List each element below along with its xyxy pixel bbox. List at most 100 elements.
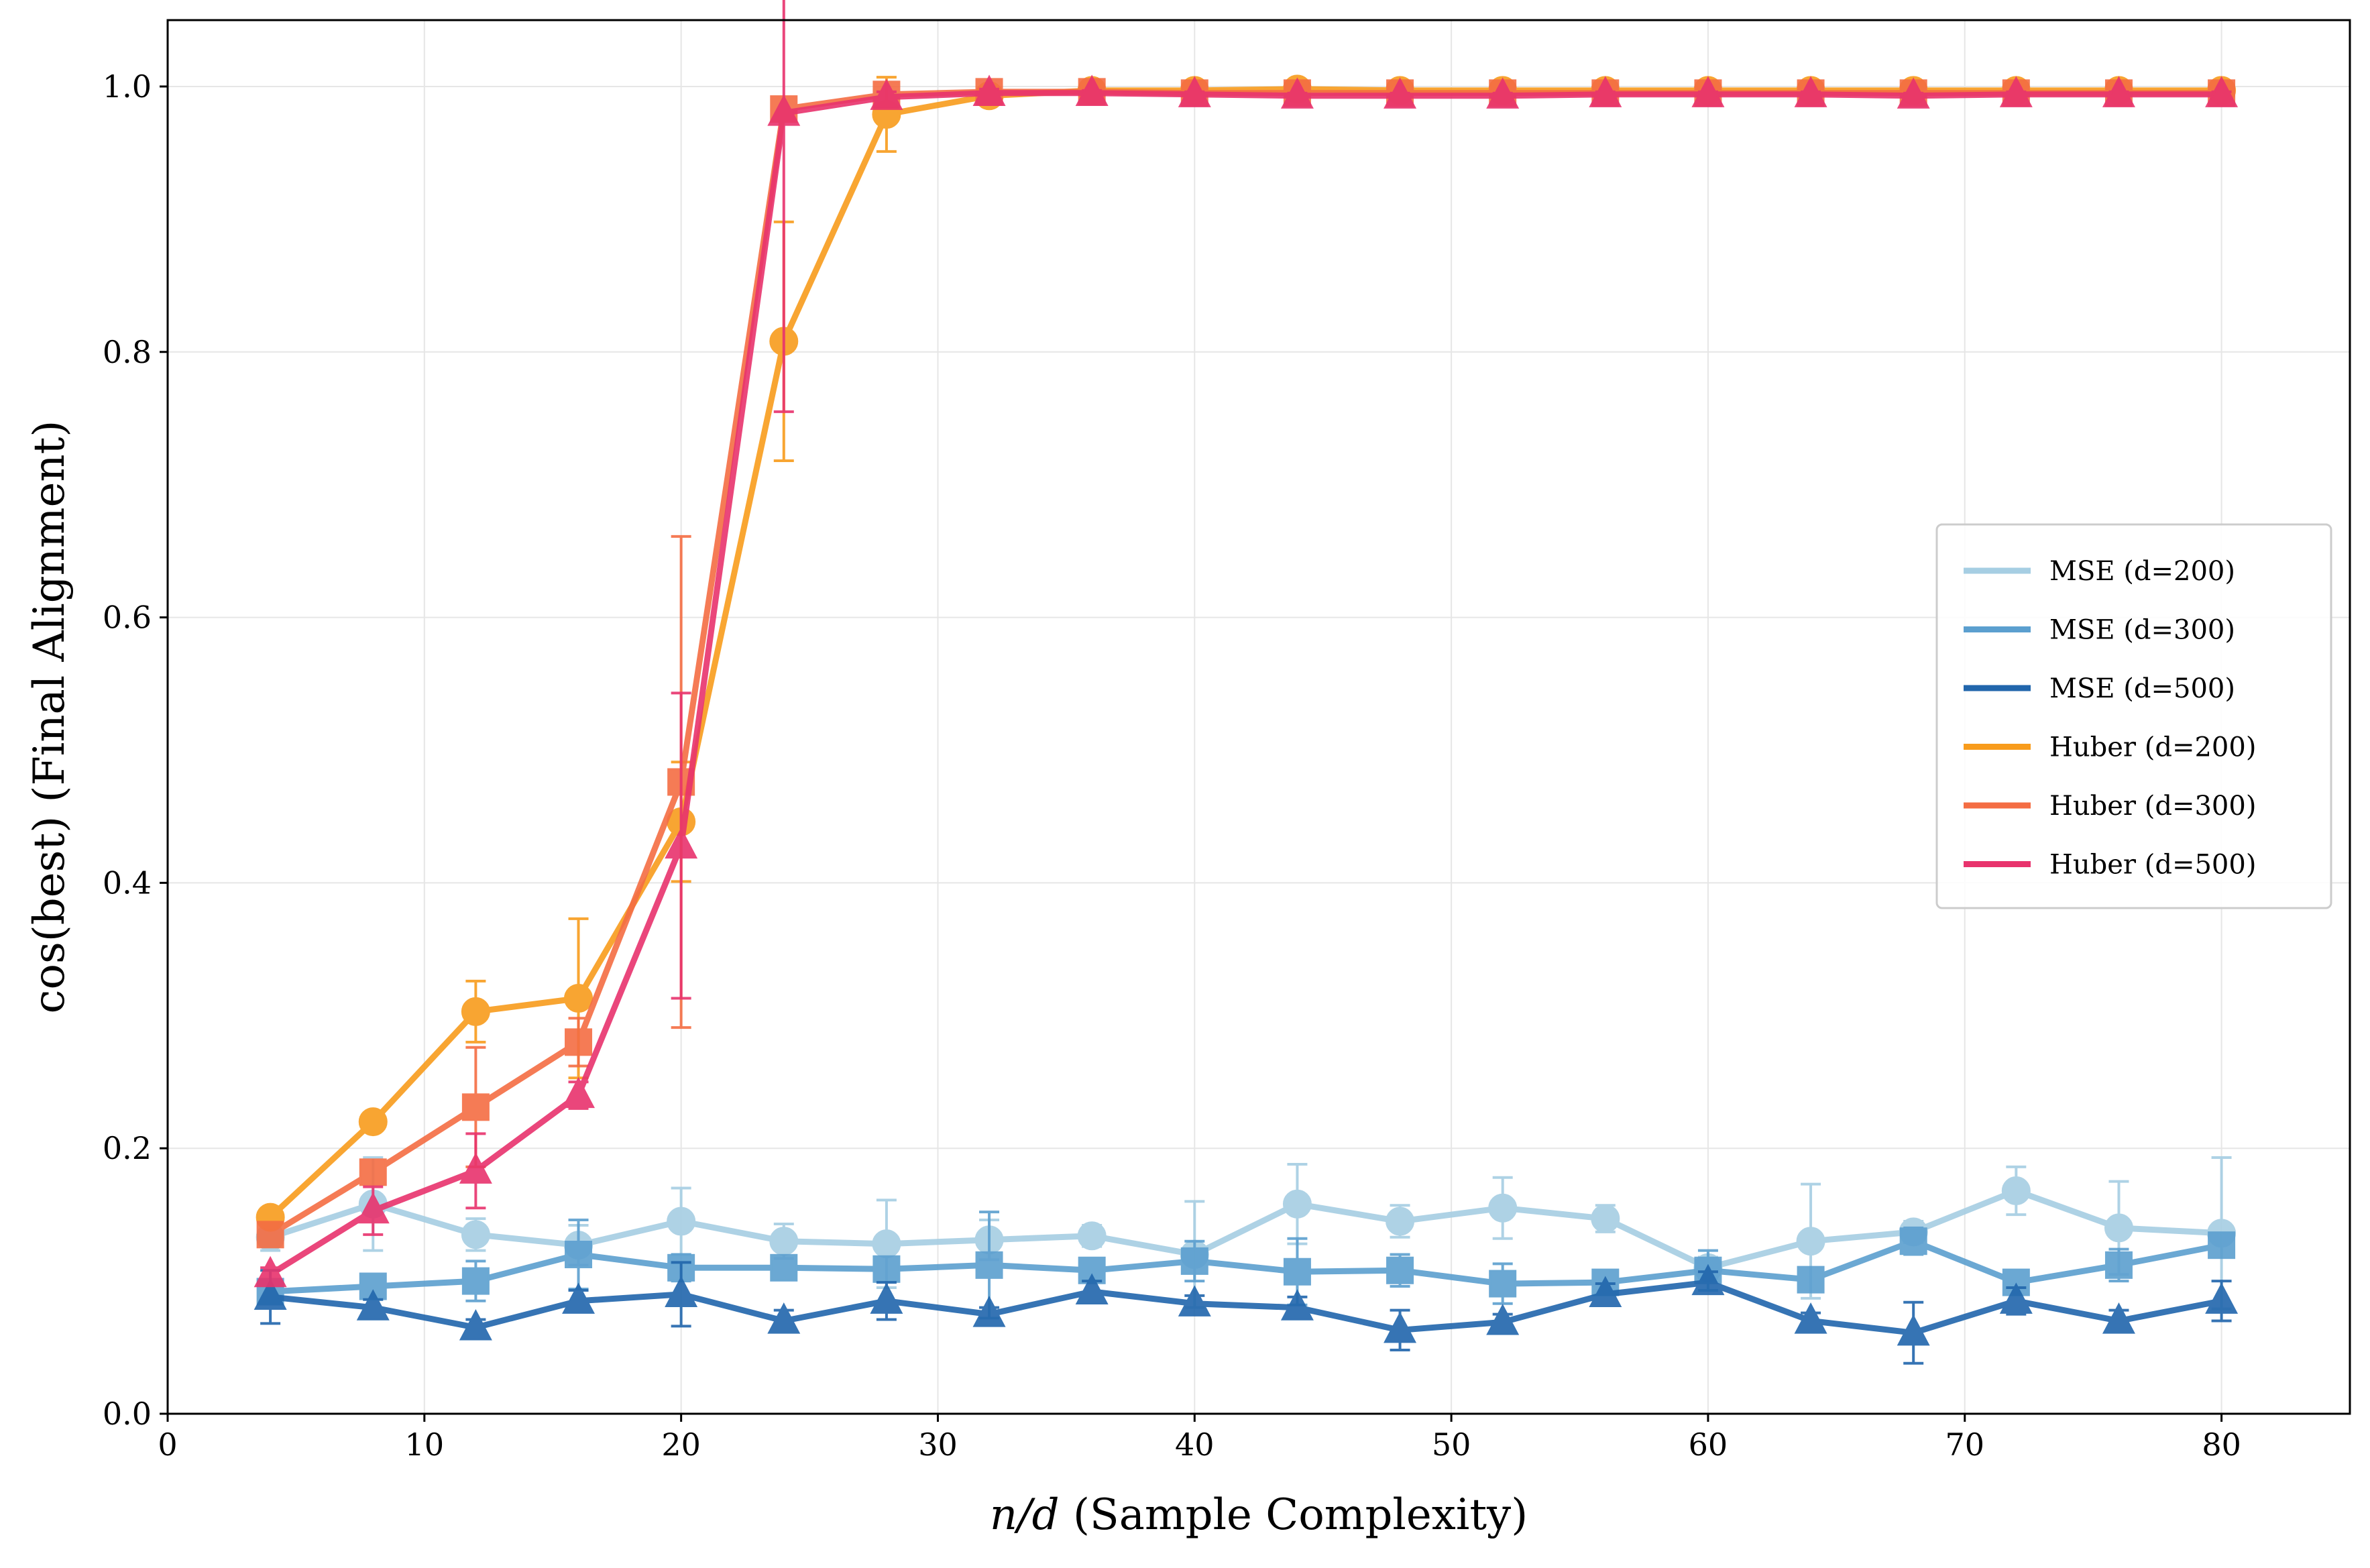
series-line — [269, 1188, 2222, 1271]
data-point — [1691, 1264, 1725, 1296]
data-point — [256, 1221, 284, 1249]
data-point — [1999, 1282, 2033, 1314]
data-point — [2104, 1213, 2133, 1243]
data-point — [461, 997, 490, 1026]
data-point — [769, 1227, 799, 1256]
data-point — [770, 1253, 798, 1282]
series-line — [268, 90, 2222, 1278]
data-point — [562, 1076, 596, 1109]
data-point — [2104, 1251, 2133, 1279]
legend-entry: Huber (d=500) — [2049, 850, 2256, 881]
data-point — [872, 1255, 901, 1283]
data-point — [1075, 74, 1109, 106]
data-point — [1489, 1270, 1517, 1298]
data-point — [1077, 1221, 1107, 1251]
y-tick-label: 0.8 — [103, 334, 152, 370]
data-point — [1486, 1304, 1520, 1335]
data-point — [1897, 77, 1930, 109]
axis-ticks: 0 10 20 30 40 50 60 70 80 0.0 0.2 0.4 0.6 0.8 1.0 — [103, 68, 2241, 1463]
data-point — [1794, 76, 1827, 107]
x-tick-label: 50 — [1432, 1426, 1471, 1463]
data-point — [562, 1282, 596, 1314]
x-tick-label: 40 — [1175, 1426, 1215, 1463]
data-point — [2102, 1302, 2135, 1334]
data-point — [2001, 1176, 2031, 1206]
x-tick-label: 20 — [661, 1426, 701, 1463]
x-axis-label: n/d (Sample Complexity) — [990, 1490, 1528, 1540]
legend: MSE (d=200) MSE (d=300) MSE (d=500) Huber (… — [1935, 523, 2332, 909]
data-point — [767, 1302, 801, 1334]
y-tick-label: 0.6 — [103, 600, 152, 636]
data-point — [665, 1276, 698, 1307]
series-2 — [253, 1261, 2239, 1365]
data-point — [1280, 1289, 1314, 1321]
data-point — [565, 1028, 593, 1056]
legend-entry: MSE (d=300) — [2049, 615, 2235, 646]
data-point — [1796, 1227, 1825, 1256]
data-point — [972, 1296, 1006, 1327]
legend-entry: MSE (d=500) — [2049, 673, 2235, 704]
y-tick-label: 1.0 — [103, 68, 152, 105]
data-point — [459, 1152, 492, 1184]
data-point — [1180, 1247, 1208, 1275]
data-point — [1486, 77, 1520, 109]
y-axis-label: cos(best) (Final Alignment) — [25, 421, 74, 1014]
data-point — [1386, 1207, 1415, 1236]
data-point — [1897, 1314, 1930, 1346]
y-tick-label: 0.4 — [103, 864, 152, 901]
x-tick-label: 60 — [1689, 1426, 1728, 1463]
series-1 — [256, 1211, 2236, 1320]
data-point — [870, 1282, 903, 1314]
data-point — [358, 1107, 388, 1137]
data-point — [1384, 1311, 1417, 1343]
data-point — [1899, 1227, 1927, 1255]
data-point — [1488, 1193, 1518, 1223]
data-point — [667, 1207, 696, 1236]
x-tick-label: 70 — [1945, 1426, 1984, 1463]
data-point — [1589, 1276, 1622, 1307]
data-point — [1280, 77, 1314, 109]
data-point — [2205, 76, 2239, 107]
series-line — [270, 1238, 2222, 1295]
data-point — [975, 1251, 1003, 1279]
series-area — [253, 0, 2239, 1365]
data-point — [565, 1241, 593, 1269]
data-point — [564, 984, 594, 1013]
data-point — [1591, 1204, 1620, 1233]
x-tick-label: 30 — [918, 1426, 958, 1463]
series-line — [270, 1279, 2222, 1336]
y-tick-label: 0.2 — [103, 1130, 152, 1166]
data-point — [1386, 1256, 1414, 1284]
data-point — [1589, 76, 1622, 107]
legend-entry: MSE (d=200) — [2049, 556, 2235, 587]
data-point — [2102, 76, 2135, 107]
data-point — [1178, 1285, 1211, 1317]
data-point — [461, 1267, 490, 1295]
data-point — [870, 78, 903, 110]
data-point — [253, 1255, 287, 1288]
data-point — [2208, 1231, 2236, 1259]
data-point — [356, 1289, 390, 1321]
series-5 — [253, 0, 2239, 1288]
y-tick-label: 0.0 — [103, 1396, 152, 1432]
x-tick-label: 0 — [158, 1426, 177, 1463]
data-point — [1283, 1257, 1311, 1286]
plot-frame — [166, 19, 2351, 1415]
data-point — [1999, 76, 2033, 107]
data-point — [1691, 76, 1725, 107]
data-point — [1178, 76, 1211, 107]
data-point — [356, 1192, 390, 1224]
x-tick-label: 80 — [2202, 1426, 2241, 1463]
data-point — [665, 827, 698, 859]
data-point — [2205, 1282, 2239, 1314]
data-point — [1282, 1189, 1312, 1219]
legend-entry: Huber (d=200) — [2049, 732, 2256, 763]
data-point — [253, 1278, 287, 1310]
legend-box — [1935, 523, 2332, 909]
data-point — [1384, 77, 1417, 109]
x-tick-label: 10 — [405, 1426, 445, 1463]
data-point — [359, 1158, 387, 1186]
data-point — [767, 95, 801, 126]
